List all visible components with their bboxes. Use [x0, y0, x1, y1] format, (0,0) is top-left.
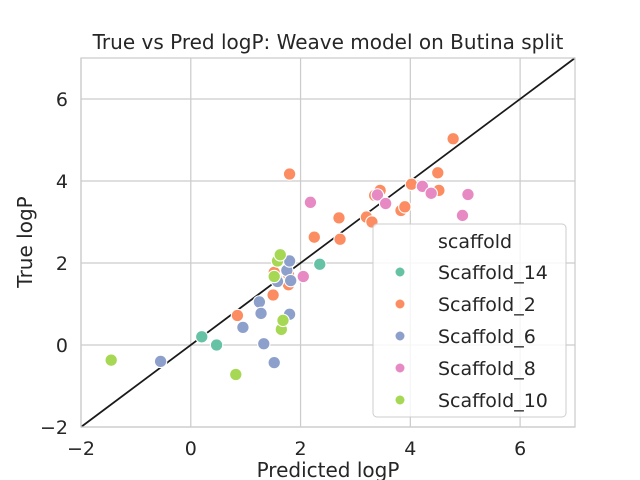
y-tick-label: −2: [40, 417, 68, 439]
point-scaffold-2: [230, 308, 245, 323]
legend-marker-scaffold-14: [394, 266, 406, 278]
x-axis-label: Predicted logP: [257, 458, 400, 480]
chart-title: True vs Pred logP: Weave model on Butina…: [92, 30, 564, 54]
point-scaffold-8: [296, 269, 311, 284]
point-scaffold-8: [461, 187, 475, 202]
point-scaffold-6: [267, 355, 281, 370]
data-points: [104, 132, 475, 382]
y-tick-label: 4: [56, 171, 68, 193]
legend-title: scaffold: [438, 231, 512, 253]
x-tick-label: 4: [404, 438, 416, 460]
point-scaffold-14: [195, 330, 209, 344]
y-axis-label: True logP: [13, 196, 37, 288]
legend-marker-scaffold-8: [394, 362, 406, 374]
point-scaffold-10: [267, 269, 281, 284]
legend-marker-scaffold-10: [394, 394, 406, 406]
point-scaffold-2: [333, 232, 347, 246]
point-scaffold-8: [303, 195, 318, 210]
point-scaffold-6: [236, 320, 250, 335]
point-scaffold-8: [424, 186, 438, 201]
x-tick-label: 0: [185, 438, 197, 460]
point-scaffold-2: [266, 288, 280, 302]
point-scaffold-6: [283, 273, 298, 288]
legend-items: Scaffold_14 Scaffold_2 Scaffold_6 Scaffold_…: [394, 262, 548, 412]
point-scaffold-6: [153, 354, 168, 369]
point-scaffold-6: [257, 337, 271, 351]
point-scaffold-10: [276, 313, 290, 328]
point-scaffold-8: [370, 188, 385, 202]
point-scaffold-14: [313, 257, 327, 271]
y-tick-label: 0: [56, 335, 68, 357]
point-scaffold-2: [431, 166, 445, 180]
y-tick-label: 6: [56, 89, 68, 111]
legend-label-scaffold-10: Scaffold_10: [438, 390, 548, 412]
point-scaffold-10: [229, 367, 243, 382]
legend-label-scaffold-6: Scaffold_6: [438, 326, 536, 348]
legend-label-scaffold-8: Scaffold_8: [438, 358, 536, 380]
point-scaffold-6: [254, 306, 268, 321]
point-scaffold-10: [104, 353, 118, 367]
x-tick-label: −2: [67, 438, 95, 460]
point-scaffold-2: [446, 132, 460, 146]
point-scaffold-8: [378, 196, 393, 211]
point-scaffold-6: [252, 295, 267, 309]
legend-label-scaffold-2: Scaffold_2: [438, 294, 536, 316]
legend: scaffold Scaffold_14 Scaffold_2 Scaffold_6…: [372, 223, 567, 418]
legend-marker-scaffold-6: [394, 330, 406, 342]
tick-labels: −2 0 2 4 6 −2 0 2 4 6: [40, 89, 526, 460]
point-scaffold-2: [332, 211, 346, 225]
point-scaffold-14: [209, 338, 224, 352]
point-scaffold-2: [307, 230, 322, 244]
legend-label-scaffold-14: Scaffold_14: [438, 262, 548, 284]
point-scaffold-2: [282, 167, 297, 181]
point-scaffold-2: [398, 200, 412, 214]
y-tick-label: 2: [56, 253, 68, 275]
point-scaffold-8: [455, 208, 470, 223]
x-tick-label: 2: [295, 438, 307, 460]
point-scaffold-10: [273, 248, 287, 262]
plot-frame: [80, 57, 576, 428]
point-scaffold-2: [404, 177, 419, 192]
x-tick-label: 6: [514, 438, 526, 460]
legend-marker-scaffold-2: [394, 298, 406, 310]
point-scaffold-8: [415, 179, 430, 194]
legend-box: [372, 223, 567, 418]
